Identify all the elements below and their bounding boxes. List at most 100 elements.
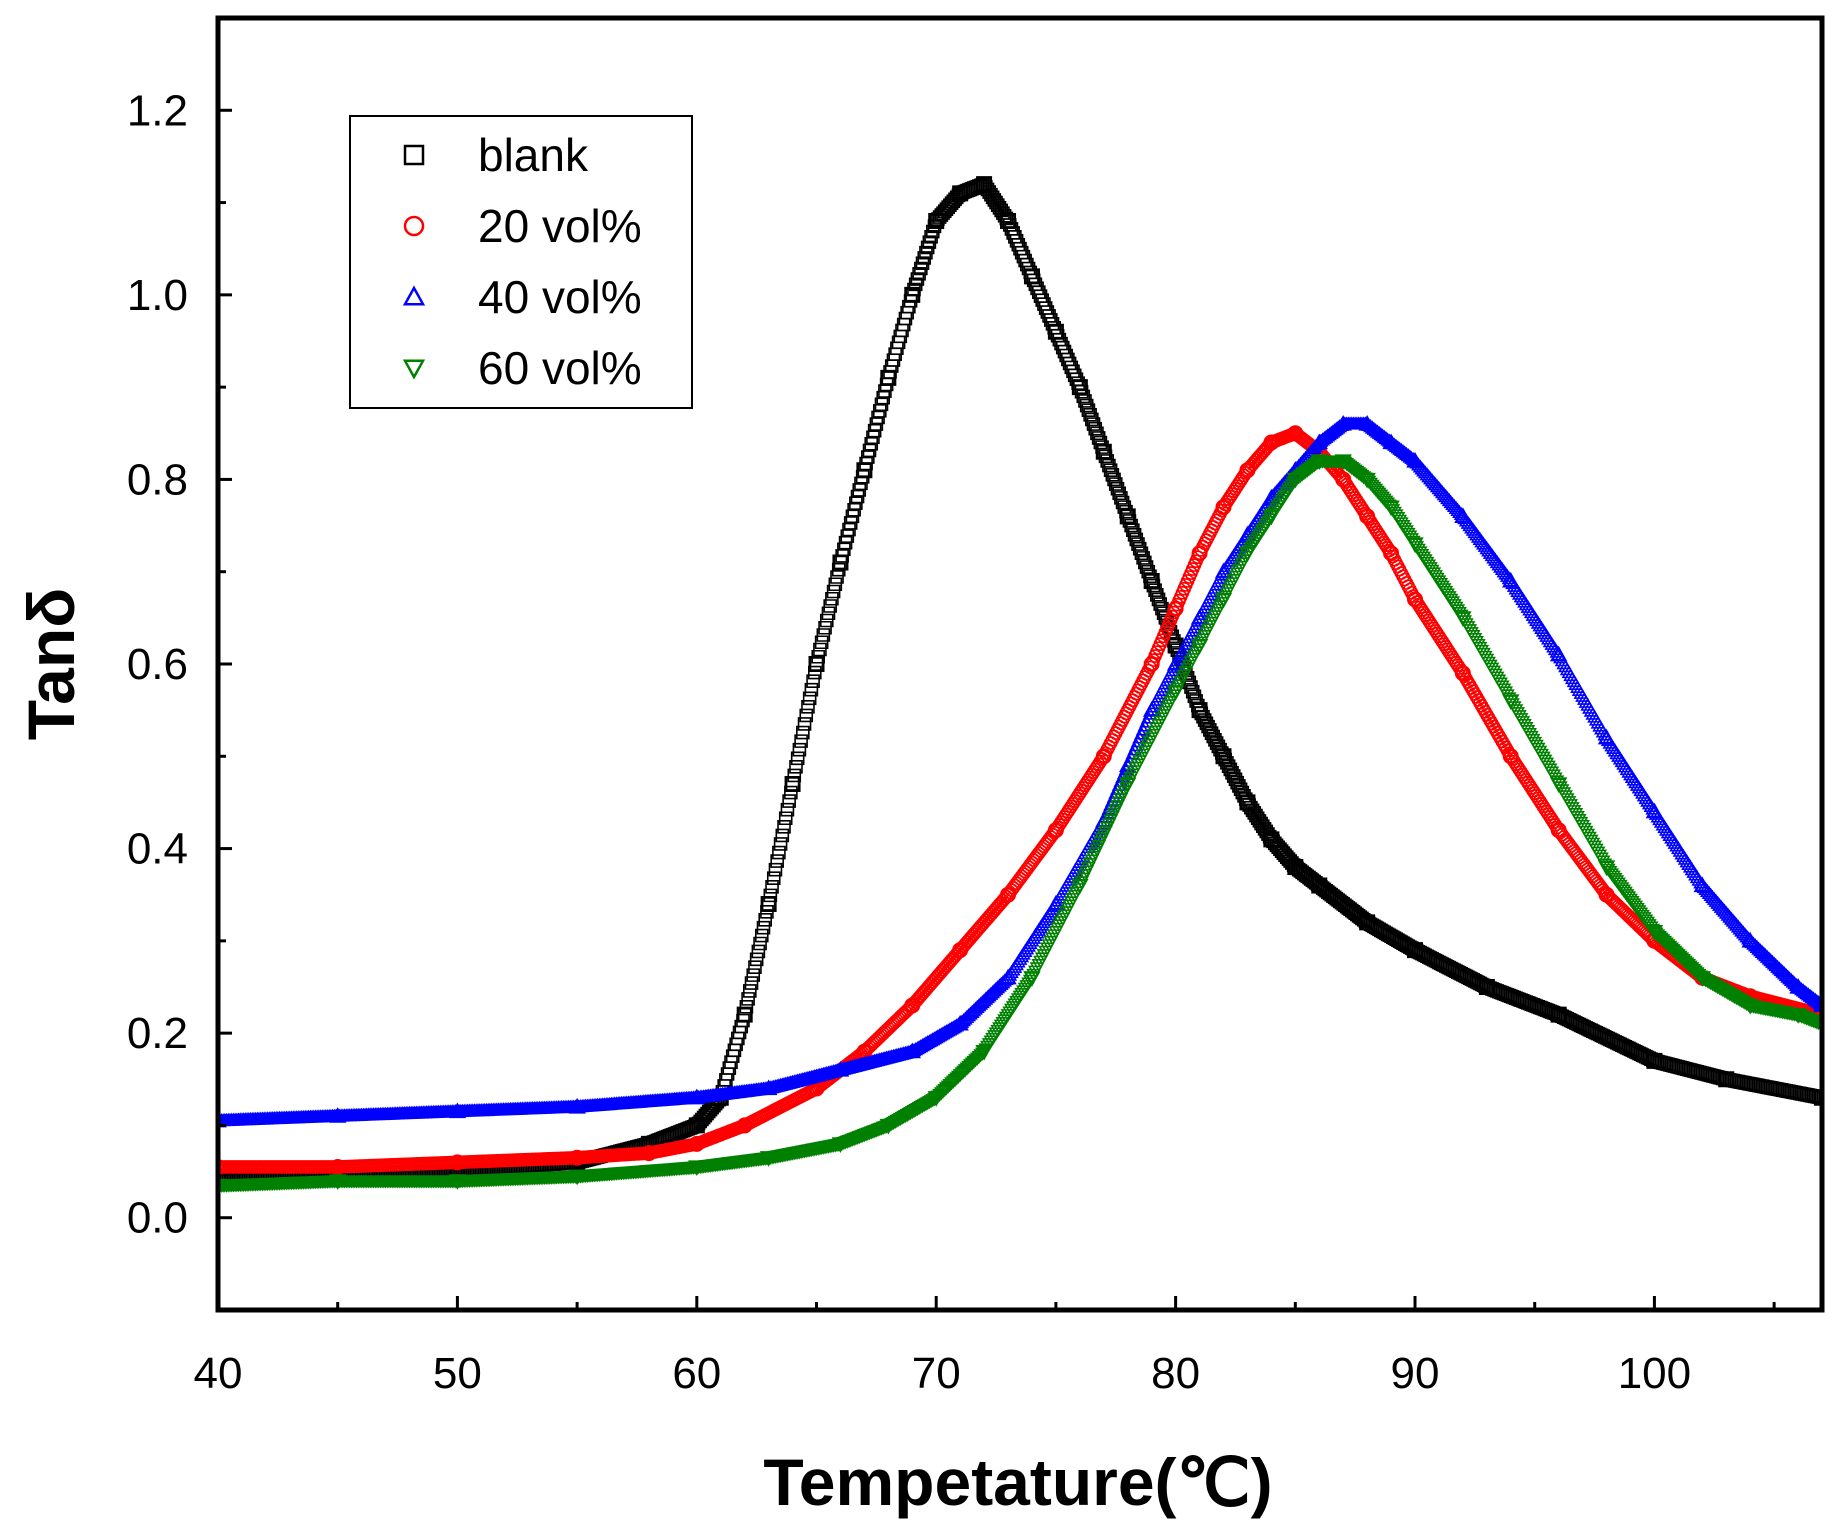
x-tick-label: 60	[672, 1349, 721, 1398]
x-axis-title: Tempetature(℃)	[763, 1445, 1272, 1519]
legend-label: 20 vol%	[478, 200, 642, 252]
data-point	[1263, 831, 1280, 848]
data-point	[1047, 822, 1064, 839]
series-layer	[218, 176, 1822, 1195]
data-point	[1406, 537, 1424, 554]
series-40-vol-	[218, 414, 1822, 1128]
x-tick-label: 100	[1618, 1349, 1691, 1398]
series-markers	[218, 426, 1822, 1174]
data-point	[831, 1061, 850, 1077]
y-tick-label: 1.2	[127, 86, 188, 135]
data-point	[1597, 860, 1616, 877]
data-point	[1382, 500, 1400, 517]
legend: blank 20 vol% 40 vol% 60 vol%	[349, 115, 693, 409]
data-point	[1407, 591, 1424, 608]
data-point	[760, 895, 777, 912]
legend-marker	[403, 144, 425, 166]
data-point	[1215, 748, 1232, 765]
data-point	[1311, 877, 1328, 894]
data-point	[1191, 545, 1208, 562]
y-tick-label: 0.2	[127, 1009, 188, 1058]
data-point	[1167, 600, 1184, 617]
data-point	[688, 1117, 705, 1134]
data-point	[1359, 508, 1376, 525]
data-point	[218, 1178, 227, 1195]
data-point	[1406, 451, 1424, 468]
data-point	[928, 213, 945, 230]
data-point	[784, 775, 801, 792]
data-point	[1789, 1008, 1807, 1024]
x-tick-label: 80	[1151, 1349, 1200, 1398]
legend-label: blank	[478, 129, 589, 181]
data-point	[1166, 654, 1185, 671]
data-point	[1071, 379, 1088, 396]
data-point	[1000, 886, 1017, 903]
data-point	[879, 1118, 898, 1135]
data-point	[1454, 507, 1472, 523]
data-point	[856, 1043, 873, 1060]
series-20-vol-	[218, 425, 1822, 1175]
data-point	[856, 462, 873, 479]
data-point	[1214, 562, 1233, 579]
data-point	[329, 1158, 346, 1175]
data-point	[1718, 1071, 1735, 1088]
data-point	[1262, 509, 1281, 526]
data-point	[1191, 702, 1208, 719]
legend-label: 40 vol%	[478, 271, 642, 323]
legend-marker	[402, 359, 426, 380]
x-tick-label: 40	[194, 1349, 243, 1398]
data-point	[1119, 508, 1136, 525]
data-point	[1693, 876, 1711, 893]
data-point	[904, 286, 921, 303]
data-point	[1741, 931, 1759, 948]
x-tick-label: 50	[433, 1349, 482, 1398]
data-point	[1095, 748, 1112, 765]
data-point	[1454, 611, 1472, 627]
y-tick-label: 0.0	[127, 1194, 188, 1243]
data-point	[1239, 794, 1256, 811]
data-point	[1549, 777, 1568, 794]
data-point	[1502, 571, 1520, 588]
data-point	[808, 656, 825, 672]
data-point	[1166, 685, 1185, 701]
data-point	[688, 1160, 706, 1177]
data-point	[1142, 701, 1161, 717]
data-point	[1143, 656, 1160, 672]
data-point	[1813, 996, 1822, 1013]
data-point	[329, 1107, 347, 1123]
data-point	[952, 185, 969, 202]
data-point	[832, 554, 849, 571]
data-point	[1095, 443, 1112, 460]
data-point	[1741, 998, 1759, 1015]
data-point	[640, 1145, 657, 1162]
data-point	[1814, 1089, 1822, 1106]
y-tick-label: 0.6	[127, 640, 188, 689]
data-point	[568, 1169, 586, 1186]
data-point	[1287, 425, 1304, 442]
data-point	[1263, 434, 1280, 451]
data-point	[1286, 472, 1305, 489]
data-point	[1598, 886, 1615, 903]
data-point	[1550, 1006, 1567, 1023]
data-point	[569, 1149, 586, 1166]
data-point	[688, 1135, 705, 1152]
data-point	[1383, 545, 1400, 562]
data-point	[976, 176, 993, 193]
data-point	[1190, 638, 1209, 655]
data-point	[736, 1006, 753, 1023]
data-point	[1359, 914, 1376, 931]
data-point	[831, 1137, 850, 1153]
data-point	[1478, 979, 1495, 995]
data-point	[448, 1174, 467, 1190]
data-point	[1071, 878, 1089, 895]
data-point	[448, 1102, 467, 1119]
data-point	[1023, 971, 1041, 987]
data-point	[1358, 414, 1376, 431]
data-point	[1143, 572, 1160, 589]
data-point	[951, 1014, 969, 1031]
data-point	[1789, 977, 1807, 994]
y-tick-label: 0.4	[127, 825, 188, 874]
data-point	[759, 1151, 778, 1167]
data-point	[218, 1111, 227, 1128]
data-point	[1502, 694, 1520, 710]
